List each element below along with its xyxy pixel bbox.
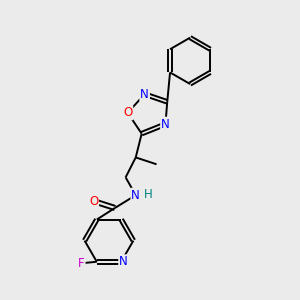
- Text: N: N: [131, 189, 140, 202]
- Text: F: F: [78, 257, 85, 270]
- Text: N: N: [140, 88, 149, 100]
- Text: N: N: [161, 118, 170, 130]
- Text: H: H: [144, 188, 153, 201]
- Text: O: O: [89, 195, 98, 208]
- Text: N: N: [119, 255, 128, 268]
- Text: O: O: [123, 106, 132, 119]
